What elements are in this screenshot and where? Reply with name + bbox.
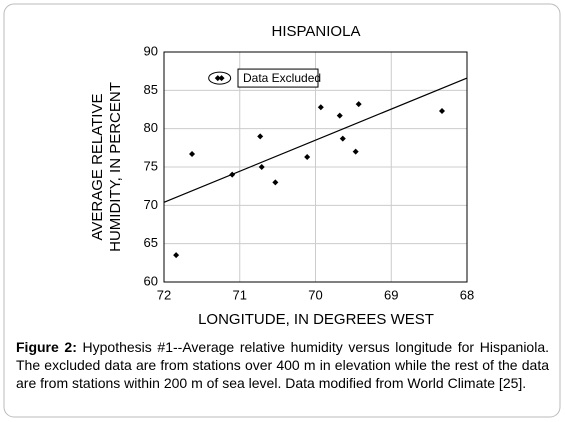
- point: [439, 108, 446, 115]
- point: [336, 112, 343, 119]
- plot-border: [163, 51, 468, 283]
- y-tick-label: 80: [144, 120, 158, 135]
- point: [272, 179, 279, 186]
- y-tick-label: 70: [144, 197, 158, 212]
- caption-label: Figure 2:: [16, 339, 77, 355]
- point: [218, 75, 225, 82]
- y-tick-label: 85: [144, 82, 158, 97]
- point: [304, 154, 311, 161]
- y-tick-label: 75: [144, 158, 158, 173]
- point: [257, 133, 264, 140]
- y-tick-label: 90: [144, 43, 158, 58]
- point: [339, 135, 346, 142]
- y-tick-label: 65: [144, 235, 158, 250]
- point: [317, 104, 324, 111]
- legend-label: Data Excluded: [243, 71, 321, 85]
- x-tick-label: 70: [308, 287, 322, 302]
- y-axis-title: HUMIDITY, IN PERCENT: [107, 82, 124, 252]
- y-axis-title: AVERAGE RELATIVE: [89, 94, 106, 241]
- caption: Figure 2: Hypothesis #1--Average relativ…: [16, 338, 549, 392]
- point: [258, 164, 265, 170]
- point: [214, 75, 221, 82]
- chart-title: HISPANIOLA: [272, 23, 361, 40]
- point: [229, 171, 236, 178]
- point: [352, 148, 359, 155]
- caption-text: Hypothesis #1--Average relative humidity…: [16, 339, 549, 391]
- y-tick-label: 60: [144, 273, 158, 288]
- legend-oval: [208, 71, 232, 85]
- legend-box: [237, 68, 319, 88]
- x-tick-label: 68: [460, 287, 474, 302]
- x-axis-title: LONGITUDE, IN DEGREES WEST: [198, 311, 434, 328]
- point: [355, 101, 362, 108]
- frame: [3, 3, 561, 418]
- trend-line: [163, 77, 468, 203]
- point: [189, 150, 196, 157]
- x-tick-label: 69: [384, 287, 398, 302]
- point: [173, 252, 180, 259]
- x-tick-label: 72: [157, 287, 171, 302]
- x-tick-label: 71: [233, 287, 247, 302]
